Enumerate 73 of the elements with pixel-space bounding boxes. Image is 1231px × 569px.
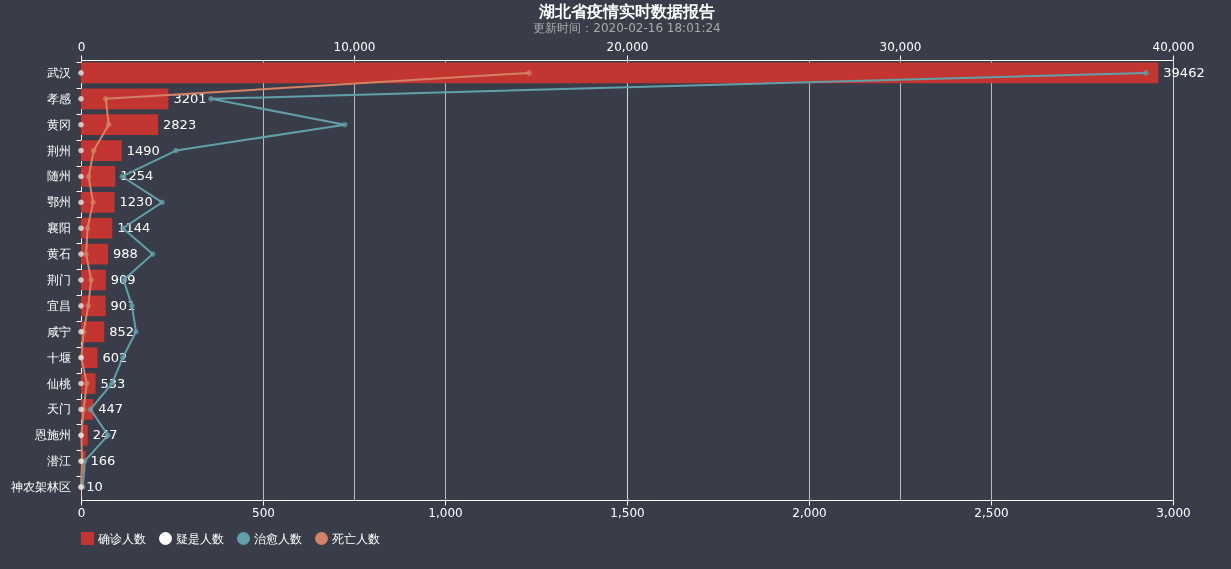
x-tick-label: 1,500 [610,505,645,520]
y-tick-label: 随州 [46,169,71,184]
legend-label: 死亡人数 [332,531,380,546]
y-tick-label: 神农架林区 [10,480,71,495]
point [78,121,84,128]
x-tick-label: 3,000 [1156,505,1191,520]
point [78,380,84,387]
point [78,251,84,257]
data-label: 10 [86,479,103,495]
x-tick-label: 2,500 [974,505,1009,520]
point [78,70,84,76]
point [78,303,84,309]
x-tick-label: 0 [77,505,86,520]
point [78,147,84,154]
point [526,70,532,76]
y-tick-label: 潜江 [46,454,71,469]
x2-tick-label: 20,000 [606,39,649,54]
chart-title: 湖北省疫情实时数据报告 [538,2,715,21]
data-label: 1490 [126,142,160,158]
y-tick-label: 武汉 [46,65,71,80]
point [78,173,84,180]
point [342,121,348,128]
legend-label: 疑是人数 [176,531,224,546]
data-label: 988 [112,246,138,262]
chart-subtitle: 更新时间：2020-02-16 18:01:24 [533,21,721,35]
point [78,277,84,283]
data-label: 2823 [163,116,197,132]
point [133,328,139,335]
x-tick-label: 2,000 [792,505,827,520]
point [173,147,179,154]
data-label: 447 [98,401,124,417]
x-tick-label: 500 [252,505,275,520]
data-label: 166 [90,453,116,469]
point [90,199,96,206]
data-label: 909 [110,272,136,287]
point [102,95,109,102]
data-label: 533 [100,375,126,391]
point [85,303,92,309]
point [90,147,97,154]
point [83,251,89,257]
legend-label: 确诊人数 [97,531,146,546]
y-tick-label: 恩施州 [33,428,71,443]
y-tick-label: 十堰 [46,350,71,365]
point [78,199,84,206]
y-tick-label: 宜昌 [46,298,71,313]
y-tick-label: 孝感 [46,91,71,106]
legend-label: 治愈人数 [254,531,302,546]
y-tick-label: 黄石 [46,247,71,262]
point [85,173,92,180]
y-tick-label: 荆州 [46,143,71,158]
point [78,95,84,102]
point [78,225,84,232]
x2-tick-label: 40,000 [1152,39,1195,54]
x2-tick-label: 0 [77,39,86,54]
y-tick-label: 黄冈 [46,117,71,132]
data-label: 1144 [117,220,151,236]
y-tick-label: 咸宁 [46,324,71,339]
y-tick-label: 荆门 [46,273,71,287]
x-tick-label: 1,000 [428,505,463,520]
data-label: 1230 [119,194,153,210]
point [84,225,91,232]
point [208,95,214,102]
y-tick-label: 鄂州 [46,195,71,210]
x2-tick-label: 30,000 [879,39,922,54]
x2-tick-label: 10,000 [333,39,376,54]
point [149,251,156,257]
point [1143,70,1149,76]
data-label: 852 [109,323,135,339]
point [105,121,112,128]
y-tick-label: 襄阳 [46,221,71,236]
point [159,199,166,206]
y-tick-label: 天门 [46,402,71,417]
y-tick-label: 仙桃 [46,376,71,391]
